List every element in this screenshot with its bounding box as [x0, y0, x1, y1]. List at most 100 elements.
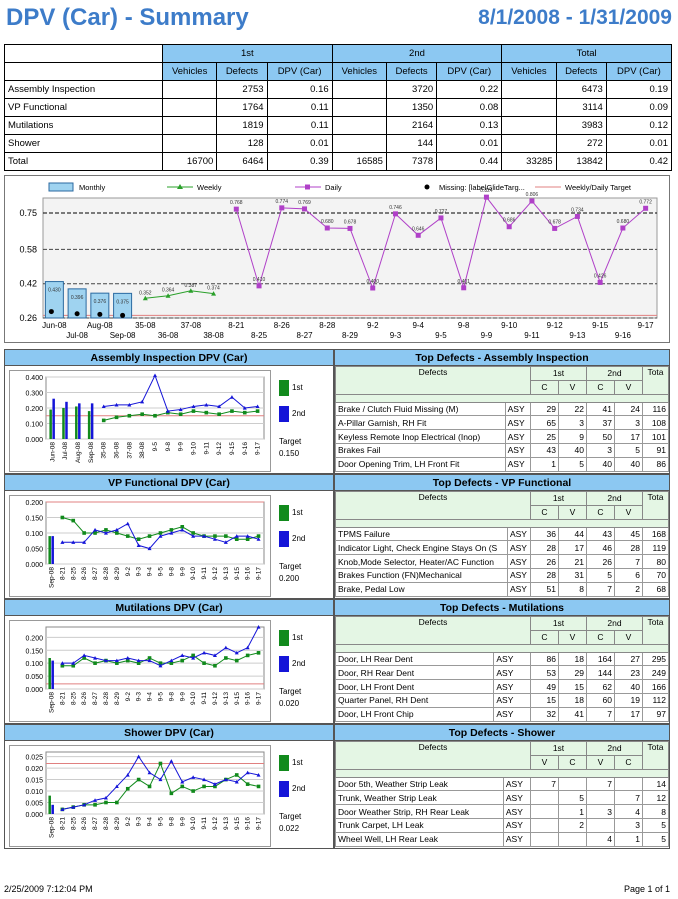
defect-cell: 91: [642, 442, 669, 458]
summary-cell: 3720: [385, 80, 438, 99]
defects-subheader-cell: C: [586, 504, 615, 520]
mini-point-1st: [158, 531, 163, 535]
mini-y-tick-label: 0.200: [25, 406, 43, 413]
trend-legend: Monthly Weekly Daily Missing: [labelGlideTa…: [48, 182, 632, 192]
mini-x-tick-label: 9-5: [157, 817, 164, 827]
defect-cell: 3: [614, 817, 643, 833]
x-tick-label: 9-9: [481, 331, 493, 340]
monthly-bar: [67, 288, 87, 319]
mini-point-2nd: [158, 777, 163, 782]
defects-header-cell: 2nd: [586, 491, 643, 506]
defect-row: TPMS Failure ASY 36 44 43 45 168: [335, 526, 669, 542]
mini-x-tick-label: 9-2: [125, 817, 132, 827]
mini-point-1st: [93, 661, 97, 665]
mini-bar-2nd: [78, 403, 81, 439]
mini-point-2nd: [71, 805, 76, 809]
summary-table: 1st 2nd Total Vehicles Defects DPV (Car)…: [4, 44, 673, 171]
defect-cell: ASY: [493, 665, 531, 681]
mini-point-2nd: [71, 661, 76, 665]
mini-point-2nd: [114, 658, 119, 663]
target-value: 0.150: [279, 449, 300, 458]
defect-cell: Brakes Function (FN)Mechanical: [335, 567, 508, 583]
mini-point-2nd: [158, 534, 163, 538]
group-1st: 1st: [162, 44, 333, 63]
summary-cell: [161, 134, 218, 153]
mini-point-1st: [82, 656, 86, 660]
mini-x-tick-label: 9-16: [242, 442, 249, 455]
mini-point-1st: [242, 410, 247, 415]
mini-bar-2nd: [51, 536, 54, 564]
mini-point-2nd: [125, 521, 130, 526]
defects-panel: Top Defects - Mutilations Defects 1st 2nd To…: [334, 599, 670, 724]
mini-x-tick-label: 9-13: [223, 692, 230, 705]
defect-cell: 29: [558, 665, 587, 681]
defect-cell: 51: [530, 581, 559, 597]
defect-cell: 21: [558, 554, 587, 569]
defect-cell: ASY: [493, 651, 531, 667]
summary-row-label: VP Functional: [4, 98, 163, 117]
defect-cell: Door, RH Rear Dent: [334, 665, 495, 681]
summary-cell: 0.39: [266, 152, 333, 171]
defect-cell: 68: [642, 581, 669, 597]
defects-table: Defects 1st 2nd Tota C V C V Door, LH Rear Dent A…: [334, 616, 669, 722]
daily-point-label: 0.678: [548, 219, 561, 225]
mini-point-1st: [114, 415, 119, 420]
daily-point-label: 0.824: [480, 188, 493, 194]
chart-panel: Assembly Inspection DPV (Car) 0.400 0.300 0…: [4, 349, 334, 474]
mini-point-1st: [255, 409, 260, 413]
x-tick-label: 9-2: [367, 321, 379, 330]
mini-y-tick-label: 0.200: [25, 635, 43, 642]
defect-cell: Knob,Mode Selector, Heater/AC Function: [335, 554, 508, 569]
defects-header-cell: 1st: [530, 366, 587, 381]
mini-x-tick-label: 9-12: [216, 442, 223, 455]
mini-x-tick-label: 9-11: [201, 817, 208, 830]
defects-subheader-cell: C: [586, 629, 615, 645]
mini-x-tick-label: 8-27: [92, 817, 99, 830]
defect-cell: TPMS Failure: [335, 526, 508, 542]
defect-cell: [614, 776, 643, 792]
daily-point: [347, 225, 353, 231]
mini-point-2nd: [136, 658, 141, 663]
defect-cell: 15: [558, 679, 587, 694]
defects-header-cell: 2nd: [586, 741, 643, 756]
summary-cell: 0.19: [605, 80, 673, 99]
defect-cell: ASY: [506, 581, 532, 597]
defect-cell: 8: [642, 804, 669, 819]
mini-point-2nd: [71, 540, 76, 544]
defect-row: Door, RH Rear Dent ASY 53 29 144 23 249: [334, 665, 669, 681]
chart-panel: Mutilations DPV (Car) 0.200 0.150 0.100 0.05…: [4, 599, 334, 724]
defect-cell: [586, 790, 615, 806]
daily-point-label: 0.680: [617, 219, 630, 225]
defect-cell: ASY: [502, 817, 532, 833]
mini-point-2nd: [245, 645, 250, 650]
defect-cell: 40: [586, 456, 615, 472]
mini-point-1st: [127, 413, 132, 418]
mini-point-1st: [234, 537, 239, 541]
daily-point-label: 0.401: [457, 279, 470, 285]
summary-cell: 128: [216, 134, 268, 153]
mini-x-tick-label: 9-8: [168, 567, 175, 577]
mini-point-2nd: [147, 658, 152, 663]
defect-cell: ASY: [502, 804, 532, 819]
summary-cell: 3114: [555, 98, 607, 117]
summary-row: Total 16700 6464 0.39 16585 7378 0.44 33285 1384…: [4, 152, 673, 171]
col-vehicles: Vehicles: [331, 62, 387, 81]
defect-cell: 18: [558, 651, 587, 667]
defect-cell: 5: [586, 567, 615, 583]
mini-point-2nd: [101, 404, 106, 409]
monthly-bar-label: 0.396: [71, 295, 84, 301]
mini-bar-2nd: [52, 398, 55, 439]
mini-point-1st: [104, 800, 108, 805]
mini-point-2nd: [178, 407, 183, 412]
defect-cell: 19: [614, 692, 643, 708]
y-tick-label: 0.42: [19, 279, 37, 289]
mini-point-1st: [115, 661, 119, 665]
defects-header-cell: Defects: [335, 366, 531, 395]
daily-point-label: 0.686: [503, 218, 516, 224]
daily-point: [506, 224, 512, 230]
mini-x-tick-label: 9-15: [234, 692, 241, 705]
defects-title: Top Defects - Assembly Inspection: [335, 350, 669, 366]
mini-bar-2nd: [51, 660, 54, 689]
x-tick-label: Jun-08: [42, 321, 67, 330]
summary-cell: 144: [385, 134, 438, 153]
